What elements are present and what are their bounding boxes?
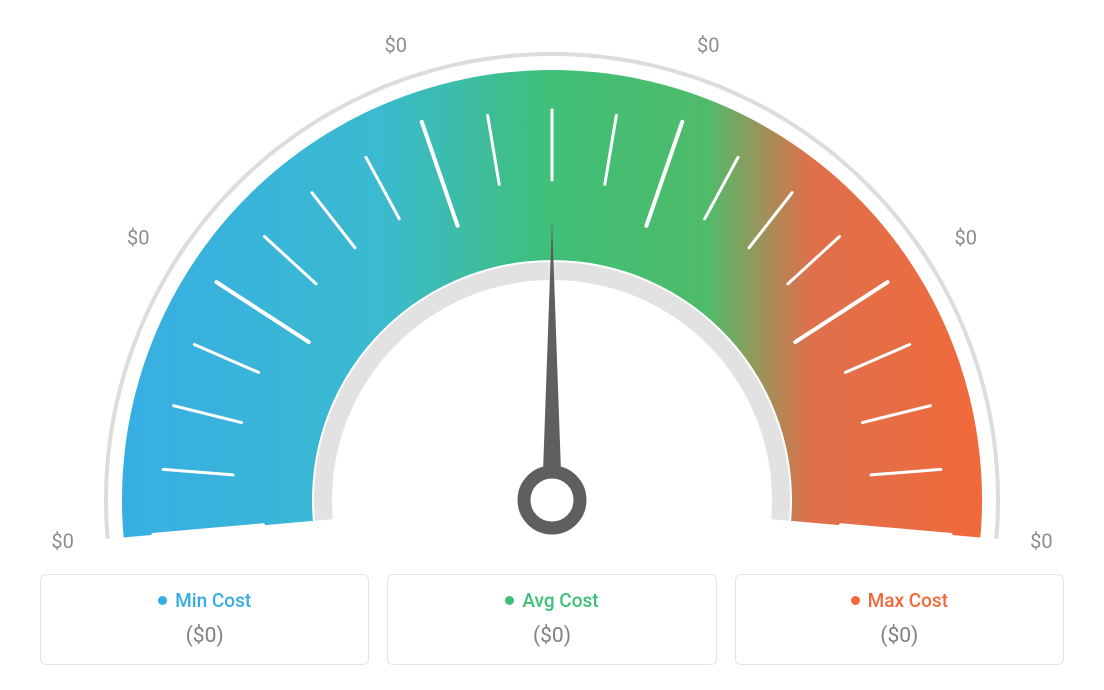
gauge-needle-hub xyxy=(524,472,580,528)
legend-value: ($0) xyxy=(746,624,1053,648)
legend-title-avg: Avg Cost xyxy=(505,589,598,612)
legend-title-max: Max Cost xyxy=(851,589,948,612)
cost-gauge-widget: $0 $0 $0 $0 $0 $0 Min Cost ($0) Avg Cost ($0)… xyxy=(0,0,1104,690)
legend-dot-icon xyxy=(851,596,860,605)
legend-label: Avg Cost xyxy=(522,589,598,612)
legend-label: Max Cost xyxy=(868,589,948,612)
legend-dot-icon xyxy=(505,596,514,605)
legend-dot-icon xyxy=(158,596,167,605)
legend-value: ($0) xyxy=(51,624,358,648)
gauge-tick-label: $0 xyxy=(955,226,977,250)
gauge-tick-label: $0 xyxy=(697,33,719,57)
legend-label: Min Cost xyxy=(175,589,251,612)
legend-card-avg: Avg Cost ($0) xyxy=(387,574,716,665)
legend-value: ($0) xyxy=(398,624,705,648)
gauge-needle xyxy=(542,220,562,500)
gauge-tick-label: $0 xyxy=(1030,529,1052,553)
gauge-chart: $0 $0 $0 $0 $0 $0 xyxy=(0,0,1104,560)
gauge-tick-label: $0 xyxy=(51,529,73,553)
gauge-tick-label: $0 xyxy=(127,226,149,250)
gauge-area: $0 $0 $0 $0 $0 $0 xyxy=(0,0,1104,560)
legend-card-min: Min Cost ($0) xyxy=(40,574,369,665)
legend-row: Min Cost ($0) Avg Cost ($0) Max Cost ($0… xyxy=(40,574,1064,665)
legend-card-max: Max Cost ($0) xyxy=(735,574,1064,665)
legend-title-min: Min Cost xyxy=(158,589,251,612)
gauge-tick-label: $0 xyxy=(384,33,406,57)
